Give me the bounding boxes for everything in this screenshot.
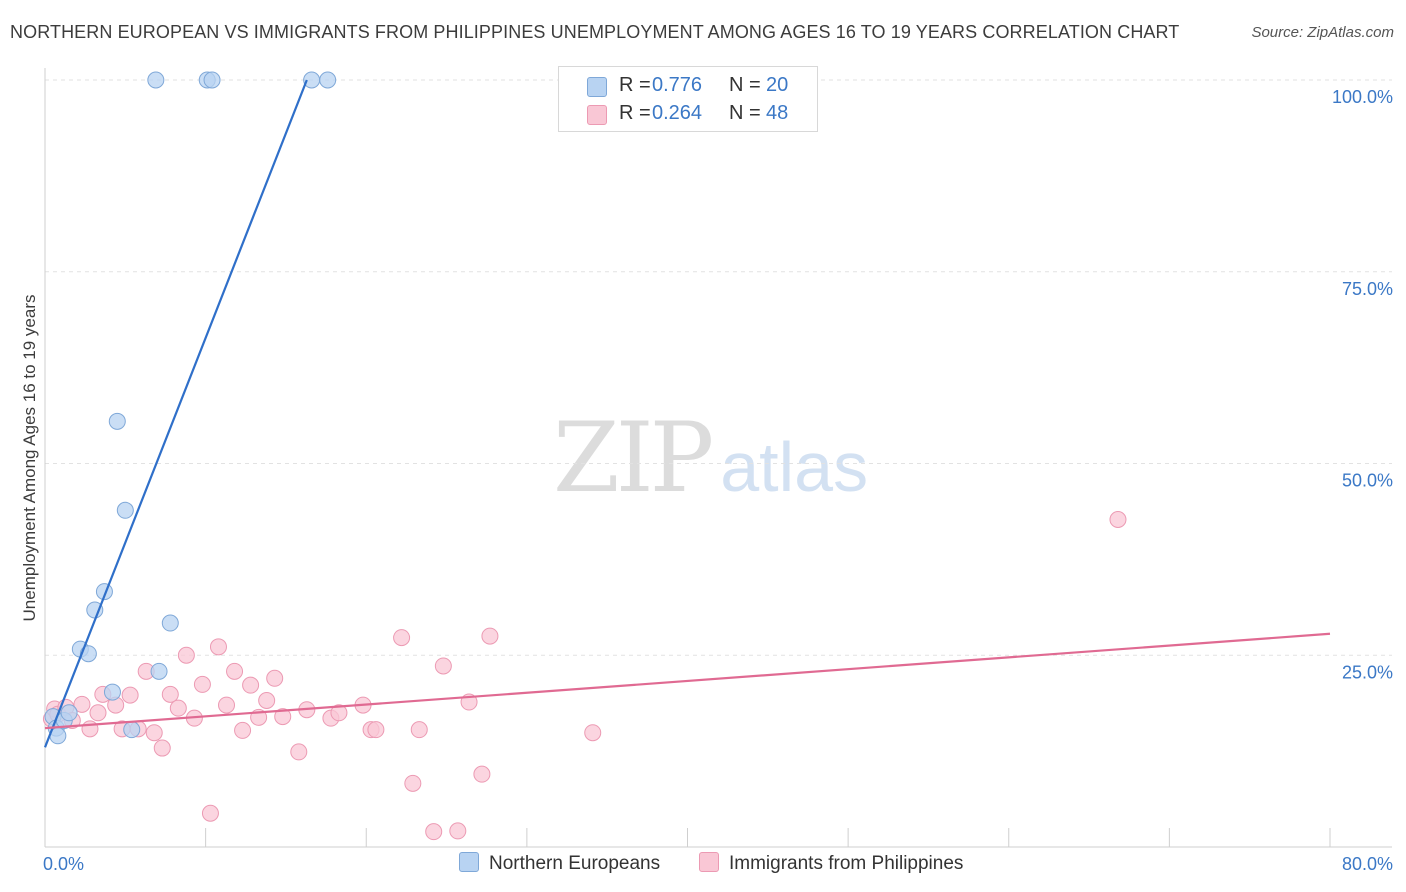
chart-title: NORTHERN EUROPEAN VS IMMIGRANTS FROM PHI… [10,22,1180,42]
pink-data-point [226,662,244,680]
pink-data-point [584,724,602,742]
pink-trendline [44,632,1331,730]
pink-data-point [89,704,107,722]
y-tick-label: 25.0% [1342,662,1393,682]
watermark-zip: ZIP [553,402,714,514]
blue-data-point [116,501,134,519]
pink-data-point [73,695,91,713]
blue-data-point [60,704,78,722]
legend-row-blue: R = 0.776 N = 20 [559,72,817,100]
blue-trendline [43,79,308,748]
series-swatch-pink [699,852,719,872]
pink-data-point [201,804,219,822]
pink-data-point [193,675,211,693]
blue-data-point [319,71,337,89]
watermark: ZIP atlas [553,402,868,514]
legend-swatch-pink [587,105,607,125]
pink-points-layer [42,510,1127,841]
blue-data-point [150,662,168,680]
pink-data-point [393,629,411,647]
legend-n-label: N = [729,74,761,96]
pink-data-point [434,657,452,675]
blue-data-point [147,71,165,89]
pink-data-point [481,627,499,645]
legend-swatch-blue [587,77,607,97]
pink-data-point [266,669,284,687]
series-legend-northern-europeans: Northern Europeans [459,852,660,875]
pink-data-point [177,646,195,664]
pink-data-point [274,708,292,726]
legend-r-label: R = [619,74,651,96]
x-tick-label: 0.0% [43,854,84,874]
correlation-legend: R = 0.776 N = 20 R = 0.264 N = 48 [558,66,818,132]
tick-labels-layer: 25.0% 50.0% 75.0% 100.0% 0.0% 80.0% [43,87,1393,874]
legend-r-value: 0.264 [652,102,703,124]
legend-r-label: R = [619,102,651,124]
pink-data-point [290,743,308,761]
pink-data-point [425,823,443,841]
x-tick-label: 80.0% [1342,854,1393,874]
series-swatch-blue [459,852,479,872]
y-tick-label: 75.0% [1342,279,1393,299]
pink-data-point [404,774,422,792]
pink-data-point [161,685,179,703]
blue-data-point [123,721,141,739]
pink-data-point [145,724,163,742]
pink-data-point [209,638,227,656]
legend-n-value: 20 [766,74,789,96]
grid-layer [45,79,1392,656]
pink-data-point [410,721,428,739]
legend-row-pink: R = 0.264 N = 48 [559,100,817,128]
y-tick-label: 100.0% [1332,87,1393,107]
blue-points-layer [44,71,337,745]
pink-data-point [234,721,252,739]
pink-data-point [330,704,348,722]
legend-n-label: N = [729,102,761,124]
pink-data-point [258,692,276,710]
pink-data-point [367,721,385,739]
pink-data-point [473,765,491,783]
pink-data-point [153,739,171,757]
blue-data-point [203,71,221,89]
blue-data-point [103,683,121,701]
pink-data-point [81,720,99,738]
pink-data-point [169,699,187,717]
y-tick-label: 50.0% [1342,471,1393,491]
watermark-atlas: atlas [720,428,869,506]
series-label-pink: Immigrants from Philippines [729,853,964,874]
pink-data-point [1109,510,1127,528]
trendline-layer [43,79,1331,748]
blue-data-point [161,614,179,632]
source-note: Source: ZipAtlas.com [1251,24,1394,41]
blue-data-point [108,412,126,430]
legend-n-value: 48 [766,102,789,124]
pink-data-point [121,686,139,704]
pink-data-point [242,676,260,694]
pink-data-point [449,822,467,840]
pink-data-point [218,696,236,714]
legend-r-value: 0.776 [652,74,703,96]
series-legend-philippines: Immigrants from Philippines [699,852,963,875]
series-label-blue: Northern Europeans [489,853,661,874]
